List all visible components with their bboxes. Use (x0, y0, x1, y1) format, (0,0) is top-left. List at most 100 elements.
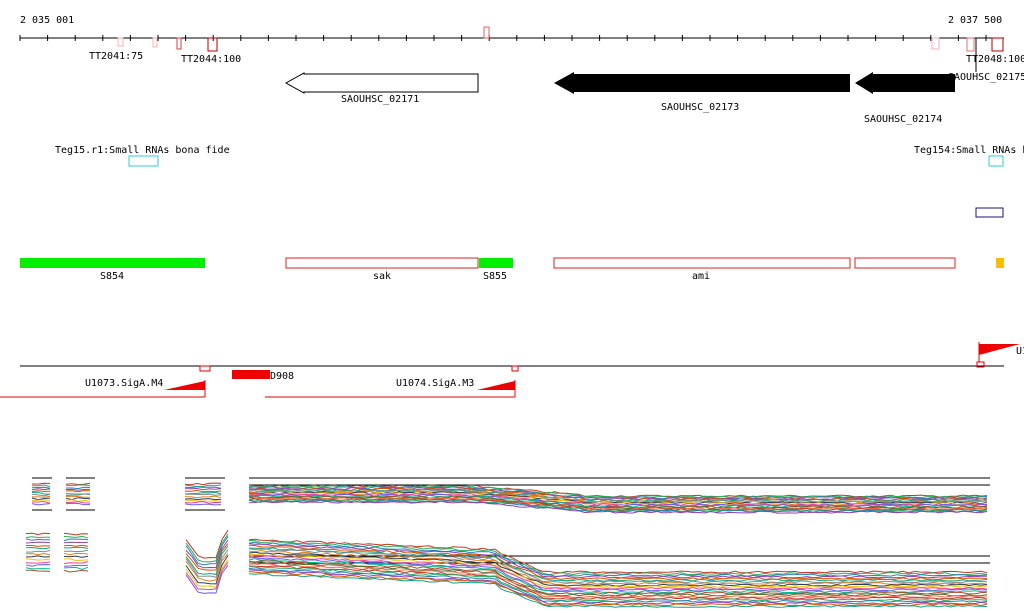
expression-line (25, 564, 51, 567)
promoter-u1074[interactable] (265, 365, 519, 398)
expression-line (63, 538, 89, 542)
expression-line (31, 497, 51, 501)
gene-label: SAOUHSC_02174 (864, 114, 942, 125)
expression-line (248, 497, 988, 511)
expression-line (185, 539, 229, 569)
expression-line (63, 564, 89, 567)
gene-label: SAOUHSC_02171 (341, 94, 419, 105)
expression-line (248, 490, 988, 504)
expression-line (248, 553, 988, 589)
feature-box[interactable] (975, 207, 1004, 218)
expression-line (63, 535, 89, 539)
expression-line (25, 532, 51, 536)
expression-profiles (25, 477, 990, 608)
expression-line (248, 554, 988, 590)
expression-line (248, 543, 988, 579)
expression-line (63, 544, 89, 547)
gene-label: SAOUHSC_02173 (661, 102, 739, 113)
expression-line (31, 491, 51, 495)
expression-line (185, 536, 229, 566)
expression-line (184, 493, 222, 496)
terminator-markers[interactable] (117, 26, 1004, 72)
expression-line (184, 486, 222, 489)
expression-line (65, 490, 91, 493)
expression-line (25, 546, 51, 550)
expression-line (25, 552, 51, 556)
feature-d908[interactable] (232, 370, 270, 379)
promoter-u1[interactable] (976, 342, 1020, 368)
expression-line (248, 573, 988, 608)
expression-line (248, 500, 988, 514)
expression-line (65, 501, 91, 504)
expression-line (185, 487, 222, 491)
segment-box[interactable] (996, 258, 1004, 268)
small-rna-box[interactable] (128, 155, 159, 167)
segment-sak[interactable] (285, 257, 479, 269)
expression-line (26, 569, 51, 572)
expression-line (25, 536, 51, 539)
expression-line (184, 500, 222, 504)
expression-line (66, 486, 91, 490)
expression-line (65, 482, 91, 486)
expression-line (65, 488, 90, 491)
expression-line (31, 499, 51, 502)
gene-arrow-saouhsc-02174[interactable] (855, 72, 955, 94)
expression-line (63, 532, 89, 536)
expression-line (65, 493, 91, 496)
expression-line (184, 489, 222, 493)
expression-line (25, 555, 51, 558)
expression-line (184, 495, 222, 499)
expression-line (25, 541, 51, 544)
promoter-u1073[interactable] (0, 365, 211, 398)
expression-line (248, 567, 988, 603)
expression-line (25, 567, 51, 570)
expression-line (248, 539, 988, 576)
small-rna-box[interactable] (988, 155, 1004, 167)
expression-line (25, 561, 51, 564)
segment-s854[interactable] (20, 258, 205, 268)
expression-line (248, 563, 988, 599)
segment-box[interactable] (854, 257, 956, 269)
expression-line (25, 550, 51, 553)
expression-line (185, 564, 229, 594)
expression-line (185, 549, 229, 578)
feature-label: D908 (270, 371, 294, 382)
ruler-end-label: 2 037 500 (948, 15, 1002, 26)
segment-s855[interactable] (479, 258, 513, 268)
gene-arrow-saouhsc-02173[interactable] (554, 72, 850, 94)
segment-ami[interactable] (553, 257, 851, 269)
small-rna-label: Teg154:Small RNAs b (914, 145, 1024, 156)
promoter-label: U1073.SigA.M4 (85, 378, 163, 389)
expression-line (64, 558, 89, 562)
expression-line (248, 556, 987, 592)
expression-line (65, 495, 91, 498)
promoter-label: U1074.SigA.M3 (396, 378, 474, 389)
expression-line (31, 493, 51, 497)
expression-line (63, 541, 89, 544)
expression-line (63, 569, 89, 573)
gene-arrow-saouhsc-02171[interactable] (284, 72, 479, 94)
expression-line (63, 552, 89, 556)
expression-line (185, 533, 229, 563)
expression-line (184, 503, 222, 506)
expression-line (248, 565, 988, 600)
expression-line (63, 561, 89, 564)
expression-line (248, 548, 988, 584)
expression-line (31, 486, 51, 489)
expression-line (63, 566, 89, 570)
expression-line (185, 543, 229, 571)
expression-line (184, 484, 222, 487)
expression-line (32, 500, 51, 504)
promoter-label: U1 (1016, 346, 1024, 357)
expression-line (248, 499, 988, 513)
expression-line (248, 549, 988, 585)
expression-line (248, 561, 988, 597)
expression-line (31, 503, 51, 506)
segment-label: S855 (483, 271, 507, 282)
expression-line (63, 555, 89, 558)
expression-line (248, 569, 988, 605)
expression-line (185, 559, 229, 588)
terminator-label: TT2044:100 (181, 54, 241, 65)
expression-line (185, 545, 229, 575)
